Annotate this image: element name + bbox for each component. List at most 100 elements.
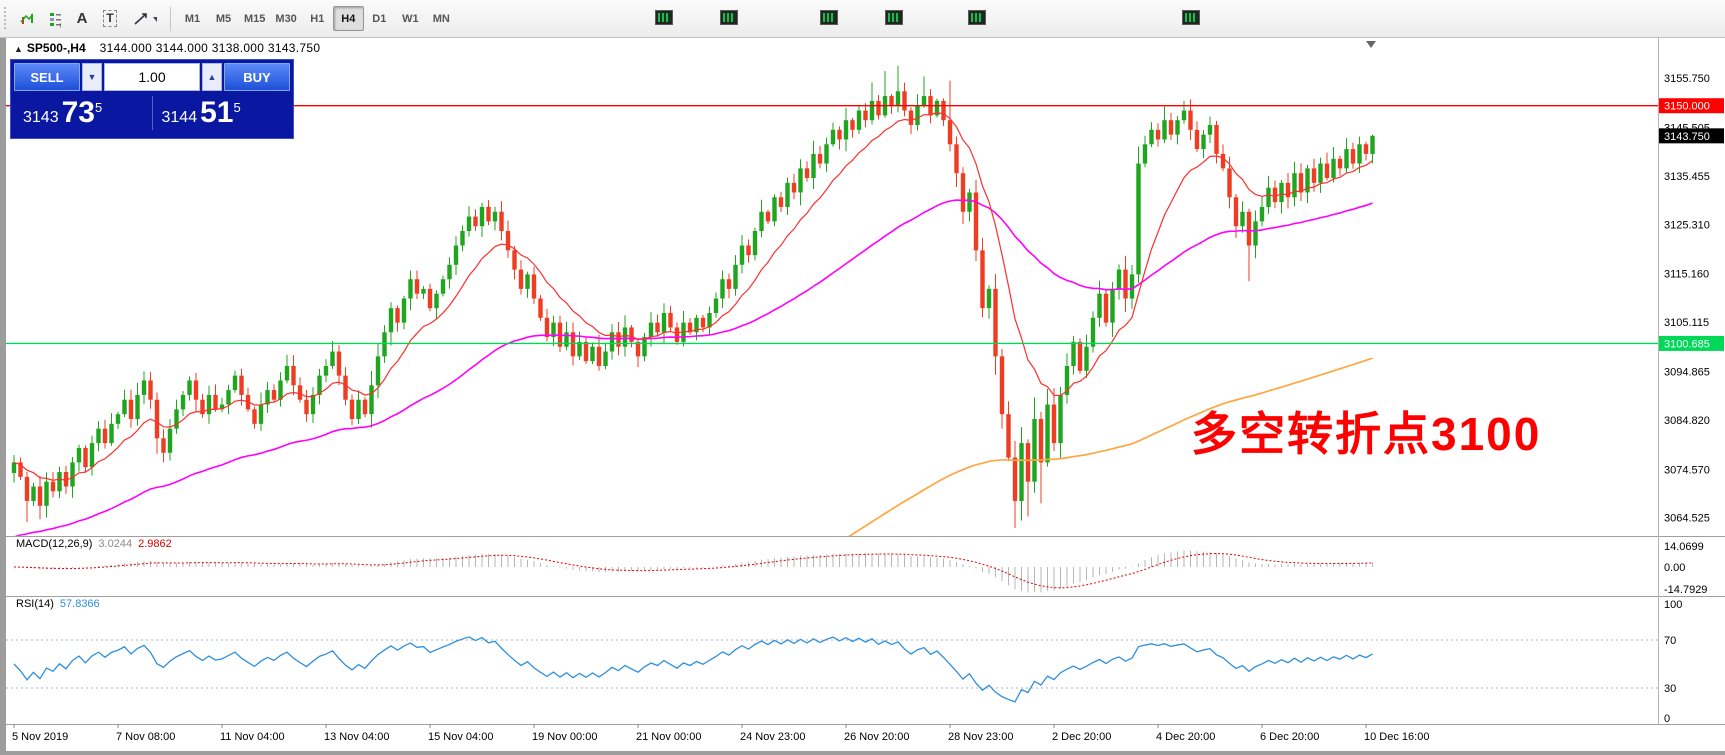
- candle-body: [1084, 346, 1089, 371]
- candle-body: [986, 288, 992, 309]
- candle-body: [1279, 182, 1284, 203]
- candle-body: [960, 173, 966, 212]
- timeframe-h4-button[interactable]: H4: [332, 6, 364, 31]
- object-list-icon[interactable]: F: [40, 5, 68, 33]
- chart-canvas[interactable]: 3155.7503145.5053135.4553125.3103115.160…: [6, 38, 1725, 751]
- candle-body: [746, 245, 751, 256]
- candle-body: [596, 346, 602, 366]
- mini-chart-icon[interactable]: [720, 10, 738, 25]
- candle-body: [1064, 365, 1070, 395]
- candle-body: [278, 380, 283, 400]
- candle-body: [239, 375, 244, 395]
- macd-axis-tick: 14.0699: [1664, 541, 1704, 553]
- candle-body: [954, 144, 959, 174]
- candle-body: [895, 91, 901, 106]
- time-axis-tick: 5 Nov 2019: [12, 731, 68, 743]
- indicators-icon-glyph: E: [20, 12, 33, 24]
- candle-body: [213, 394, 218, 410]
- rsi-axis-tick: 70: [1664, 635, 1676, 647]
- candle-body: [330, 351, 335, 366]
- annotation-text: 多空转折点3100: [1191, 408, 1542, 460]
- chart-ohlc-label: 3144.000 3144.000 3138.000 3143.750: [99, 41, 321, 55]
- chart-shift-marker-icon[interactable]: [1366, 41, 1376, 48]
- label-tool-icon[interactable]: T: [96, 5, 124, 33]
- candle-body: [180, 394, 186, 410]
- candle-body: [382, 332, 387, 357]
- sell-button[interactable]: SELL: [14, 63, 80, 91]
- macd-main-value: 3.0244: [98, 538, 133, 550]
- candle-body: [1123, 269, 1128, 299]
- volume-input[interactable]: [104, 63, 200, 91]
- candle-body: [512, 250, 517, 270]
- rsi-line: [13, 636, 1373, 703]
- timeframe-m1-button[interactable]: M1: [177, 6, 208, 31]
- candle-body: [1350, 149, 1356, 164]
- timeframe-w1-button[interactable]: W1: [395, 6, 426, 31]
- candle-body: [674, 327, 680, 342]
- candle-body: [635, 341, 641, 357]
- candle-body: [226, 390, 231, 405]
- time-axis-tick: 26 Nov 20:00: [844, 731, 909, 743]
- candle-body: [824, 144, 829, 164]
- mini-chart-icon[interactable]: [820, 10, 838, 25]
- one-click-expander-icon[interactable]: ▲: [14, 44, 23, 54]
- candle-body: [122, 399, 127, 415]
- buy-button[interactable]: BUY: [224, 63, 290, 91]
- candle-body: [1272, 187, 1278, 203]
- timeframe-d1-button[interactable]: D1: [364, 6, 395, 31]
- candle-body: [31, 486, 36, 501]
- mini-chart-icon[interactable]: [1182, 10, 1200, 25]
- time-axis-tick: 24 Nov 23:00: [740, 731, 805, 743]
- mini-chart-icon[interactable]: [885, 10, 903, 25]
- time-axis-tick: 6 Dec 20:00: [1260, 731, 1319, 743]
- mini-chart-bars: [823, 13, 835, 22]
- candle-body: [941, 100, 946, 121]
- candle-body: [772, 197, 777, 222]
- mini-chart-icon[interactable]: [968, 10, 986, 25]
- candle-body: [1246, 211, 1252, 246]
- candle-body: [291, 365, 296, 386]
- volume-increase-button[interactable]: ▲: [202, 63, 222, 91]
- candle-body: [817, 153, 823, 164]
- candle-body: [479, 206, 485, 227]
- chart-header: ▲ SP500-,H4 3144.000 3144.000 3138.000 314…: [14, 41, 320, 55]
- candle-body: [395, 308, 400, 323]
- candle-body: [1155, 129, 1161, 140]
- candle-body: [50, 481, 56, 492]
- text-tool-icon[interactable]: A: [68, 5, 96, 33]
- candle-body: [1175, 120, 1180, 135]
- candle-body: [57, 472, 62, 492]
- candle-body: [668, 312, 673, 328]
- macd-name: MACD(12,26,9): [16, 538, 93, 550]
- ask-point: 5: [233, 100, 241, 115]
- candle-body: [661, 312, 667, 333]
- candle-body: [993, 288, 998, 357]
- candle-body: [460, 231, 465, 246]
- volume-decrease-button[interactable]: ▼: [82, 63, 102, 91]
- line-tools-icon-glyph: [134, 12, 157, 25]
- time-axis-tick: 7 Nov 08:00: [116, 731, 175, 743]
- rsi-axis-tick: 0: [1664, 713, 1670, 725]
- timeframe-mn-button[interactable]: MN: [426, 6, 457, 31]
- timeframe-m30-button[interactable]: M30: [270, 6, 301, 31]
- toolbar-separator: [170, 6, 171, 31]
- candle-body: [739, 245, 745, 265]
- toolbar-grip: [3, 6, 8, 31]
- line-tools-icon[interactable]: [124, 5, 164, 33]
- main-toolbar: E F A T M1 M5 M15 M30 H1 H4 D1 W1: [0, 0, 1725, 38]
- candle-body: [1318, 163, 1323, 183]
- mini-chart-icon[interactable]: [655, 10, 673, 25]
- one-click-trade-panel: SELL ▼ ▲ BUY 3143 73 5 3144 51 5: [10, 59, 294, 139]
- timeframe-m15-button[interactable]: M15: [239, 6, 270, 31]
- svg-text:F: F: [60, 23, 61, 29]
- candle-body: [37, 486, 43, 506]
- timeframe-h1-button[interactable]: H1: [302, 6, 333, 31]
- candle-body: [1337, 158, 1343, 169]
- candle-body: [115, 414, 121, 424]
- candle-body: [726, 279, 732, 289]
- candle-body: [271, 390, 277, 400]
- candle-body: [1032, 419, 1037, 482]
- indicators-icon[interactable]: E: [12, 5, 40, 33]
- candle-body: [876, 100, 881, 116]
- timeframe-m5-button[interactable]: M5: [208, 6, 239, 31]
